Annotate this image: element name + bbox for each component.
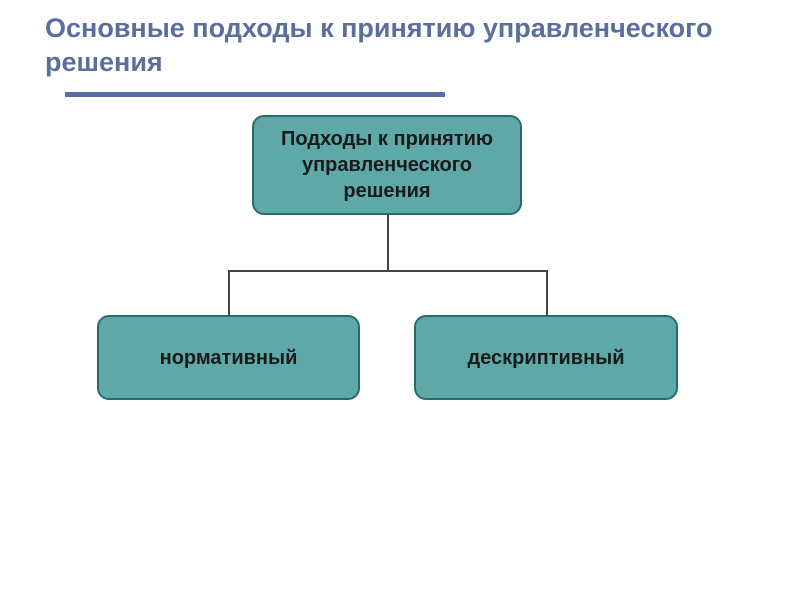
node-root-label: Подходы к принятию управленческого решен… — [262, 126, 512, 204]
tree-diagram: Подходы к принятию управленческого решен… — [0, 115, 800, 485]
slide-title: Основные подходы к принятию управленческ… — [45, 12, 800, 80]
connector-drop-right — [546, 270, 548, 315]
node-left: нормативный — [97, 315, 360, 400]
node-left-label: нормативный — [160, 345, 298, 371]
connector-drop-left — [228, 270, 230, 315]
node-right: дескриптивный — [414, 315, 678, 400]
title-underline — [65, 92, 445, 97]
connector-stem — [387, 215, 389, 270]
node-right-label: дескриптивный — [467, 345, 624, 371]
node-root: Подходы к принятию управленческого решен… — [252, 115, 522, 215]
connector-horizontal — [228, 270, 546, 272]
